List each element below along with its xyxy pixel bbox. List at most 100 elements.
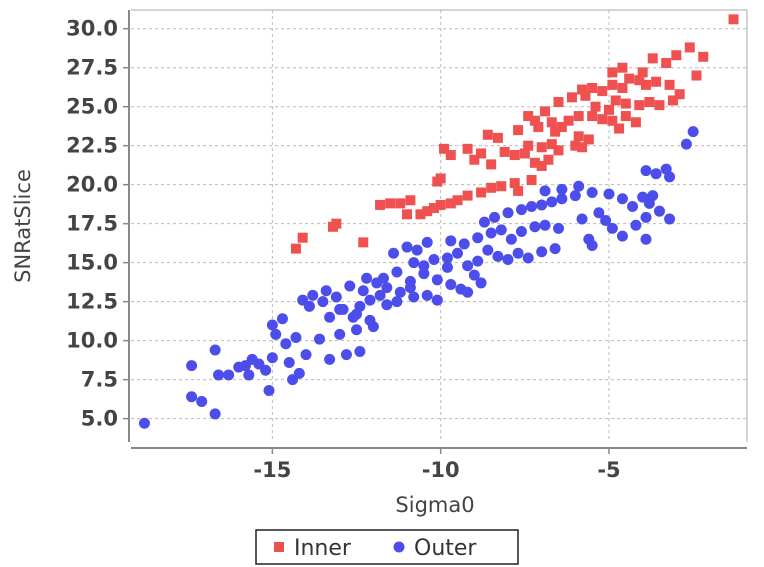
outer-point — [428, 254, 440, 266]
outer-point — [549, 243, 561, 255]
inner-point — [439, 143, 450, 154]
inner-point — [496, 181, 507, 192]
outer-point — [317, 296, 329, 308]
y-tick-label: 27.5 — [66, 56, 118, 80]
inner-point — [385, 198, 396, 209]
outer-point — [526, 201, 538, 213]
inner-point — [358, 237, 369, 248]
x-tick-label: -10 — [422, 458, 460, 482]
outer-point — [330, 291, 342, 303]
outer-point — [515, 204, 527, 216]
legend-label-inner: Inner — [294, 536, 352, 561]
inner-point — [395, 198, 406, 209]
inner-point — [492, 132, 503, 143]
inner-point — [513, 185, 524, 196]
y-tick-label: 5.0 — [81, 407, 118, 431]
outer-point — [213, 369, 225, 381]
inner-point — [415, 209, 426, 220]
outer-point — [536, 199, 548, 211]
inner-point — [523, 140, 534, 151]
inner-point — [405, 195, 416, 206]
inner-point — [553, 97, 564, 108]
outer-point — [546, 196, 558, 208]
x-axis-title: Sigma0 — [395, 493, 474, 517]
y-tick-label: 12.5 — [66, 290, 118, 314]
data-points — [138, 14, 739, 429]
outer-point — [300, 349, 312, 361]
inner-point — [486, 182, 497, 193]
outer-point — [186, 360, 198, 372]
outer-point — [233, 361, 245, 373]
inner-point — [614, 123, 625, 134]
outer-point — [664, 171, 676, 183]
inner-point — [620, 98, 631, 109]
inner-point — [499, 146, 510, 157]
outer-point — [640, 165, 652, 177]
inner-point — [607, 67, 618, 78]
inner-point — [674, 89, 685, 100]
outer-point — [462, 286, 474, 298]
inner-point — [476, 187, 487, 198]
outer-point — [458, 238, 470, 250]
outer-point — [418, 260, 430, 272]
inner-point — [597, 86, 608, 97]
outer-point — [209, 344, 221, 356]
inner-point — [667, 95, 678, 106]
inner-point — [691, 70, 702, 81]
outer-point — [600, 215, 612, 227]
inner-point — [617, 62, 628, 73]
inner-point — [445, 150, 456, 161]
inner-point — [550, 126, 561, 137]
inner-point — [546, 139, 557, 150]
outer-point — [630, 219, 642, 231]
outer-point — [411, 244, 423, 256]
inner-point — [634, 100, 645, 111]
inner-point — [644, 97, 655, 108]
outer-point — [556, 183, 568, 195]
outer-point — [408, 257, 420, 269]
y-axis-ticks: 5.0 7.5 10.0 12.5 15.0 17.5 20.0 22.5 25.0 27.5 30… — [66, 17, 129, 431]
inner-point — [664, 79, 675, 90]
outer-point — [441, 252, 453, 264]
inner-point — [529, 115, 540, 126]
inner-point — [432, 176, 443, 187]
outer-point — [536, 246, 548, 258]
outer-point — [354, 346, 366, 358]
outer-point — [687, 126, 699, 138]
outer-point — [196, 395, 208, 407]
outer-point — [364, 314, 376, 326]
outer-point — [512, 247, 524, 259]
outer-point — [421, 289, 433, 301]
outer-point — [552, 222, 564, 234]
outer-point — [556, 193, 568, 205]
x-axis-ticks: -15 -10 -5 — [253, 448, 621, 482]
outer-point — [640, 233, 652, 245]
outer-point — [138, 417, 150, 429]
y-axis-title: SNRatSlice — [11, 169, 35, 283]
inner-point — [684, 42, 695, 53]
outer-point — [374, 289, 386, 301]
outer-point — [246, 353, 258, 365]
outer-point — [569, 190, 581, 202]
outer-point — [529, 221, 541, 233]
outer-point — [502, 254, 514, 266]
inner-point — [509, 178, 520, 189]
y-tick-label: 17.5 — [66, 212, 118, 236]
outer-point — [502, 207, 514, 219]
outer-point — [616, 230, 628, 242]
outer-point — [539, 185, 551, 197]
y-tick-label: 30.0 — [66, 17, 118, 41]
outer-point — [664, 213, 676, 225]
outer-point — [522, 252, 534, 264]
inner-point — [577, 84, 588, 95]
inner-point — [462, 143, 473, 154]
outer-point — [431, 274, 443, 286]
outer-point — [351, 308, 363, 320]
outer-point — [445, 278, 457, 290]
outer-point — [324, 311, 336, 323]
outer-point — [243, 369, 255, 381]
outer-point — [307, 289, 319, 301]
outer-point — [441, 261, 453, 273]
outer-point — [586, 239, 598, 251]
